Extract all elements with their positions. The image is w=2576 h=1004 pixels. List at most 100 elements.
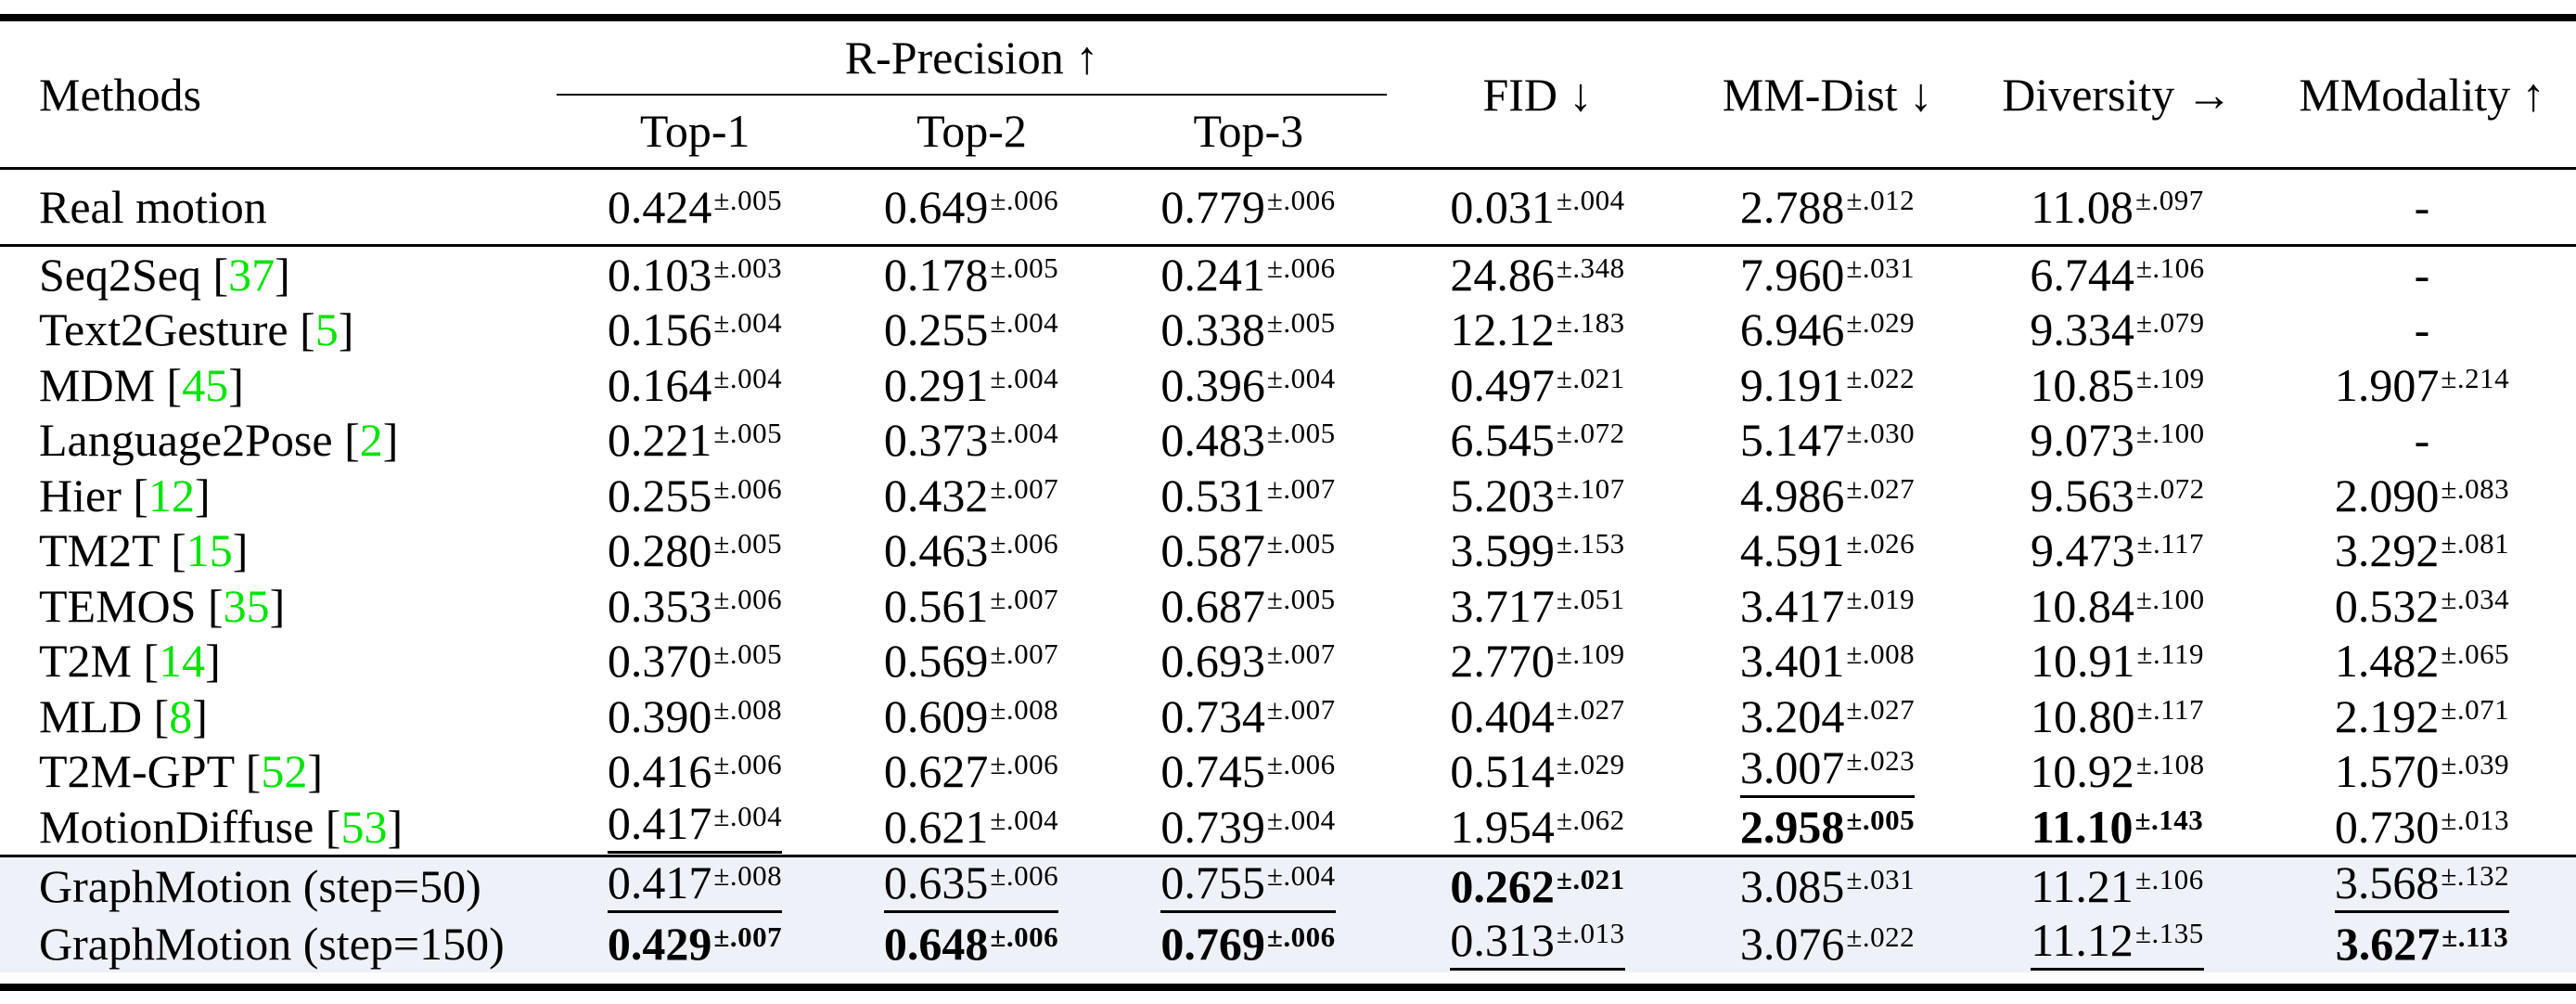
- method-name: T2M-GPT [52]: [39, 745, 324, 798]
- metric-value: 6.946±.029: [1688, 302, 1967, 358]
- value-uncertainty: ±.100: [2135, 582, 2205, 615]
- method-name: MotionDiffuse [53]: [39, 800, 404, 853]
- metric-value: 11.10±.143: [1967, 799, 2268, 855]
- bottom-gap: [0, 972, 2576, 984]
- value-uncertainty: ±.004: [713, 799, 783, 832]
- metric-value: 0.396±.004: [1109, 357, 1387, 413]
- value-text: 3.599±.153: [1450, 524, 1625, 577]
- citation-number: 15: [186, 524, 233, 577]
- metric-value: 0.755±.004: [1109, 857, 1387, 915]
- value-text: 9.191±.022: [1739, 358, 1916, 411]
- value-text: 2.090±.083: [2334, 469, 2510, 521]
- value-uncertainty: ±.007: [990, 582, 1059, 615]
- metric-value: 3.717±.051: [1387, 578, 1688, 634]
- value-text: 0.649±.006: [883, 181, 1059, 233]
- value-text: -: [2414, 303, 2430, 356]
- value-text: 0.255±.004: [883, 303, 1059, 356]
- value-text: 1.482±.065: [2334, 635, 2510, 688]
- value-text: 0.313±.013: [1450, 917, 1625, 971]
- value-text: 0.221±.005: [607, 414, 783, 467]
- value-text: 1.954±.062: [1450, 800, 1625, 853]
- value-text: 0.156±.004: [607, 303, 783, 356]
- value-uncertainty: ±.007: [1266, 637, 1336, 671]
- metric-value: 6.545±.072: [1387, 413, 1688, 469]
- table-row: Language2Pose [2] 0.221±.005 0.373±.004 0.4…: [0, 413, 2576, 469]
- citation-number: 2: [359, 414, 383, 467]
- value-uncertainty: ±.006: [713, 582, 783, 615]
- value-uncertainty: ±.153: [1556, 527, 1625, 560]
- metric-value: 0.255±.004: [833, 302, 1109, 358]
- value-text: 2.788±.012: [1739, 181, 1916, 233]
- metric-value: 3.085±.031: [1688, 857, 1967, 915]
- metric-value: 0.779±.006: [1109, 170, 1387, 244]
- value-text: 0.416±.006: [607, 745, 783, 798]
- value-text: 0.390±.008: [607, 689, 783, 742]
- value-text: 9.334±.079: [2030, 303, 2205, 356]
- value-uncertainty: ±.119: [2136, 637, 2205, 671]
- value-uncertainty: ±.013: [2441, 803, 2510, 836]
- value-text: 12.12±.183: [1450, 303, 1625, 356]
- metric-value: 0.417±.008: [557, 857, 833, 915]
- value-uncertainty: ±.021: [1556, 862, 1625, 895]
- metric-value: 0.178±.005: [833, 247, 1109, 302]
- method-name: TM2T [15]: [39, 524, 249, 577]
- metric-value: 0.627±.006: [833, 744, 1109, 800]
- metric-value: 0.514±.029: [1387, 744, 1688, 800]
- value-text: 9.473±.117: [2030, 524, 2205, 577]
- metric-value: 0.769±.006: [1109, 915, 1387, 972]
- table-row: MLD [8] 0.390±.008 0.609±.008 0.734±.007 0.4…: [0, 689, 2576, 744]
- column-header-top3: Top-3: [1193, 105, 1304, 158]
- r-precision-subheaders: Top-1 Top-2 Top-3: [557, 96, 1387, 168]
- metric-value: 5.147±.030: [1688, 413, 1967, 469]
- value-text: 11.10±.143: [2031, 800, 2204, 853]
- value-text: 6.946±.029: [1739, 303, 1916, 356]
- metric-value: 0.370±.005: [557, 634, 833, 689]
- value-uncertainty: ±.026: [1846, 527, 1916, 560]
- value-uncertainty: ±.062: [1556, 803, 1625, 836]
- table-bottom-border: [0, 983, 2576, 991]
- value-text: 0.587±.005: [1160, 524, 1336, 577]
- value-uncertainty: ±.113: [2441, 920, 2509, 953]
- value-uncertainty: ±.100: [2135, 417, 2205, 450]
- value-text: 3.627±.113: [2335, 917, 2509, 970]
- value-uncertainty: ±.007: [1266, 471, 1336, 505]
- table-row: TEMOS [35] 0.353±.006 0.561±.007 0.687±.005…: [0, 578, 2576, 634]
- real-motion-rule: [0, 244, 2576, 247]
- metric-value: 4.986±.027: [1688, 468, 1967, 523]
- method-name: MLD [8]: [39, 689, 208, 742]
- table-row: T2M [14] 0.370±.005 0.569±.007 0.693±.007 2.…: [0, 634, 2576, 689]
- metric-value: 1.907±.214: [2268, 357, 2576, 413]
- metric-value: 11.21±.106: [1967, 857, 2268, 915]
- value-text: 0.635±.006: [883, 859, 1059, 913]
- metric-value: 3.401±.008: [1688, 634, 1967, 689]
- metric-value: 0.417±.004: [557, 799, 833, 855]
- metric-value: 0.432±.007: [833, 468, 1109, 523]
- citation-number: 5: [314, 303, 339, 356]
- citation-number: 8: [169, 689, 193, 742]
- metric-value: 10.84±.100: [1967, 578, 2268, 634]
- citation-number: 45: [182, 358, 229, 411]
- value-uncertainty: ±.005: [713, 637, 783, 671]
- metric-value: 0.734±.007: [1109, 689, 1387, 744]
- value-text: 0.429±.007: [607, 917, 783, 970]
- metric-value: 0.649±.006: [833, 170, 1109, 244]
- metric-value: 0.569±.007: [833, 634, 1109, 689]
- r-precision-cmidrule: [557, 93, 1387, 96]
- column-header-methods: Methods: [39, 68, 201, 121]
- metric-value: 0.338±.005: [1109, 302, 1387, 358]
- citation-number: 37: [228, 248, 276, 301]
- value-text: 0.338±.005: [1160, 303, 1336, 356]
- metric-value: -: [2268, 247, 2576, 302]
- value-text: 10.91±.119: [2030, 635, 2205, 688]
- value-uncertainty: ±.005: [990, 251, 1059, 284]
- value-text: 0.463±.006: [883, 524, 1059, 577]
- metric-value: -: [2268, 413, 2576, 469]
- metric-value: 2.770±.109: [1387, 634, 1688, 689]
- value-text: 0.769±.006: [1160, 917, 1336, 970]
- value-text: 0.531±.007: [1160, 469, 1336, 521]
- value-uncertainty: ±.108: [2135, 748, 2205, 781]
- metric-value: 0.483±.005: [1109, 413, 1387, 469]
- baselines-section: Seq2Seq [37] 0.103±.003 0.178±.005 0.241±.0…: [0, 247, 2576, 855]
- value-uncertainty: ±.027: [1846, 692, 1916, 726]
